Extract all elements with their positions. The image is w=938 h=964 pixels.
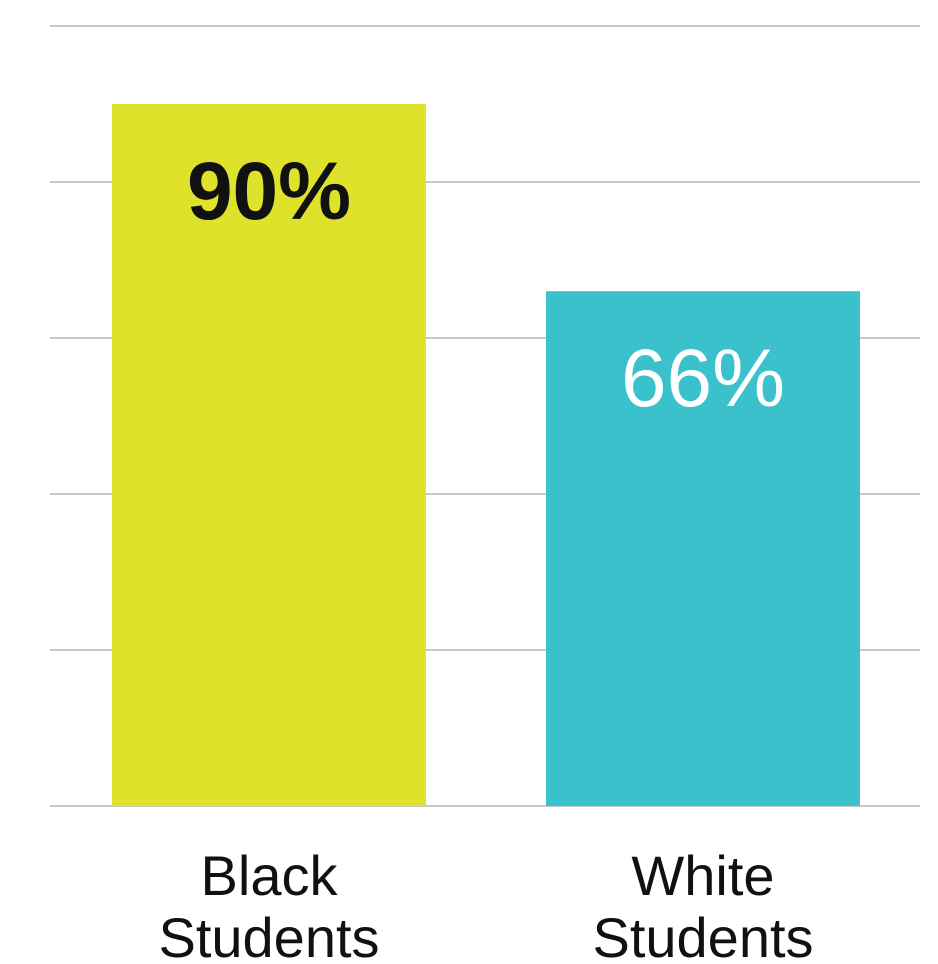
data-label: 66%: [621, 333, 785, 424]
bar-white-students: [546, 291, 860, 806]
category-label: Students: [158, 906, 379, 964]
bars: [112, 104, 860, 806]
category-label: White: [631, 844, 774, 907]
category-label: Black: [201, 844, 339, 907]
category-label: Students: [592, 906, 813, 964]
bar-black-students: [112, 104, 426, 806]
data-label: 90%: [187, 146, 351, 237]
